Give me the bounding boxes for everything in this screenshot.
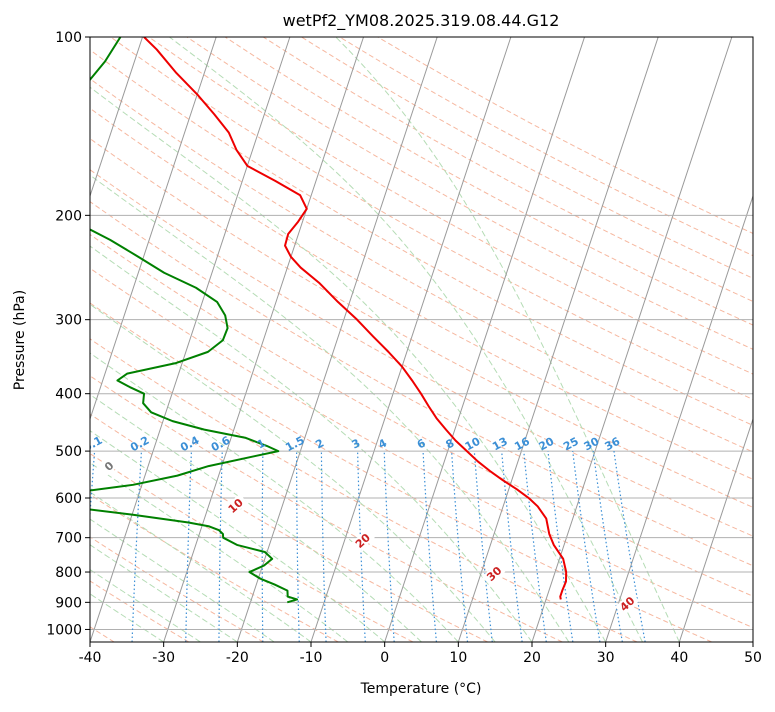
dry-adiabat-line — [90, 338, 638, 642]
y-tick-label: 800 — [55, 565, 82, 581]
mixing-ratio-label: 25 — [561, 435, 581, 454]
x-tick-label: -40 — [79, 650, 102, 666]
x-tick-label: -20 — [226, 650, 249, 666]
mixing-ratio-label: 13 — [490, 435, 510, 454]
y-tick-label: 300 — [55, 313, 82, 329]
moist-adiabat-line — [90, 245, 533, 642]
dry-adiabat-label-bg — [481, 561, 507, 586]
plot-frame — [89, 36, 754, 643]
dry-adiabat-line — [110, 37, 753, 400]
mixing-ratio-label: 16 — [512, 435, 532, 454]
isotherm-line — [457, 37, 659, 642]
y-tick-label: 500 — [55, 444, 82, 460]
moist-adiabat-line — [90, 518, 275, 642]
dry-adiabat-line — [148, 37, 753, 375]
y-tick-label: 200 — [55, 208, 82, 224]
x-tick-label: 40 — [670, 650, 688, 666]
moist-adiabat-line — [90, 593, 164, 642]
moist-adiabat-line — [90, 174, 570, 642]
moist-adiabat-line — [90, 430, 385, 642]
isotherm-line — [90, 37, 291, 642]
x-tick-label: 20 — [523, 650, 541, 666]
mixing-ratio-label: 36 — [603, 435, 623, 454]
isotherm-line — [605, 194, 753, 642]
chart-title: wetPf2_YM08.2025.319.08.44.G12 — [283, 11, 560, 31]
dry-adiabat-line — [90, 138, 753, 508]
y-tick-label: 400 — [55, 387, 82, 403]
isotherm-line — [310, 37, 512, 642]
moist-adiabat-line — [90, 569, 201, 642]
y-tick-label: 900 — [55, 595, 82, 611]
moist-adiabat-line — [90, 352, 459, 642]
moist-adiabat-line — [335, 37, 680, 642]
mixing-ratio-label: 10 — [463, 435, 483, 454]
mixing-ratio-line — [451, 451, 469, 642]
isotherm-line — [384, 37, 586, 642]
dry-adiabat-label-bg — [614, 591, 640, 616]
dry-adiabat-label-bg — [350, 528, 375, 553]
dry-adiabat-line — [90, 413, 488, 642]
grid-layer — [90, 37, 753, 642]
tick-layer: -40 -30 -20 -10 0 10 20 30 40 50 100 200 300 400 500 60… — [46, 30, 762, 666]
dry-adiabat-line — [90, 536, 264, 642]
dry-adiabat-line — [90, 580, 190, 642]
temperature-profile-line — [143, 37, 568, 600]
mixing-ratio-label: 20 — [537, 435, 557, 454]
mixing-ratio-line — [547, 451, 574, 642]
dry-adiabat-line — [90, 169, 753, 537]
y-axis-title: Pressure (hPa) — [12, 290, 28, 390]
x-tick-label: -30 — [152, 650, 175, 666]
y-tick-label: 600 — [55, 491, 82, 507]
mixing-ratio-label: 30 — [582, 435, 602, 454]
dry-adiabat-label-bg — [223, 493, 248, 518]
moist-adiabat-line — [90, 544, 238, 642]
x-axis-title: Temperature (°C) — [360, 681, 482, 697]
dry-adiabat-line — [90, 302, 712, 642]
moist-adiabat-line — [169, 37, 643, 642]
x-tick-label: 0 — [380, 650, 389, 666]
x-tick-label: -10 — [300, 650, 323, 666]
isotherm-line — [163, 37, 365, 642]
mixing-ratio-line — [501, 451, 523, 642]
mixing-ratio-line — [473, 451, 493, 642]
dry-adiabat-label-bg — [96, 454, 122, 478]
isotherm-line — [90, 37, 144, 198]
mixing-ratio-line — [592, 451, 623, 642]
isotherm-line — [531, 37, 733, 642]
mixing-ratio-line — [572, 451, 601, 642]
dry-adiabat-line — [90, 267, 753, 629]
moist-adiabat-line — [90, 303, 496, 642]
y-tick-label: 700 — [55, 531, 82, 547]
moist-adiabat-line — [90, 462, 349, 642]
isotherm-line — [678, 417, 753, 642]
x-tick-label: 10 — [449, 650, 467, 666]
isotherm-line — [90, 37, 217, 421]
dewpoint-profile-line — [90, 37, 299, 604]
y-tick-label: 1000 — [46, 622, 82, 638]
series-layer — [90, 37, 568, 604]
dry-adiabat-line — [224, 37, 753, 326]
dry-adiabat-line — [186, 37, 753, 350]
mixing-ratio-line — [523, 451, 547, 642]
y-tick-label: 100 — [55, 30, 82, 46]
x-tick-label: 30 — [597, 650, 615, 666]
x-tick-label: 50 — [744, 650, 762, 666]
isotherm-line — [236, 37, 438, 642]
dry-adiabat-line — [90, 49, 753, 426]
